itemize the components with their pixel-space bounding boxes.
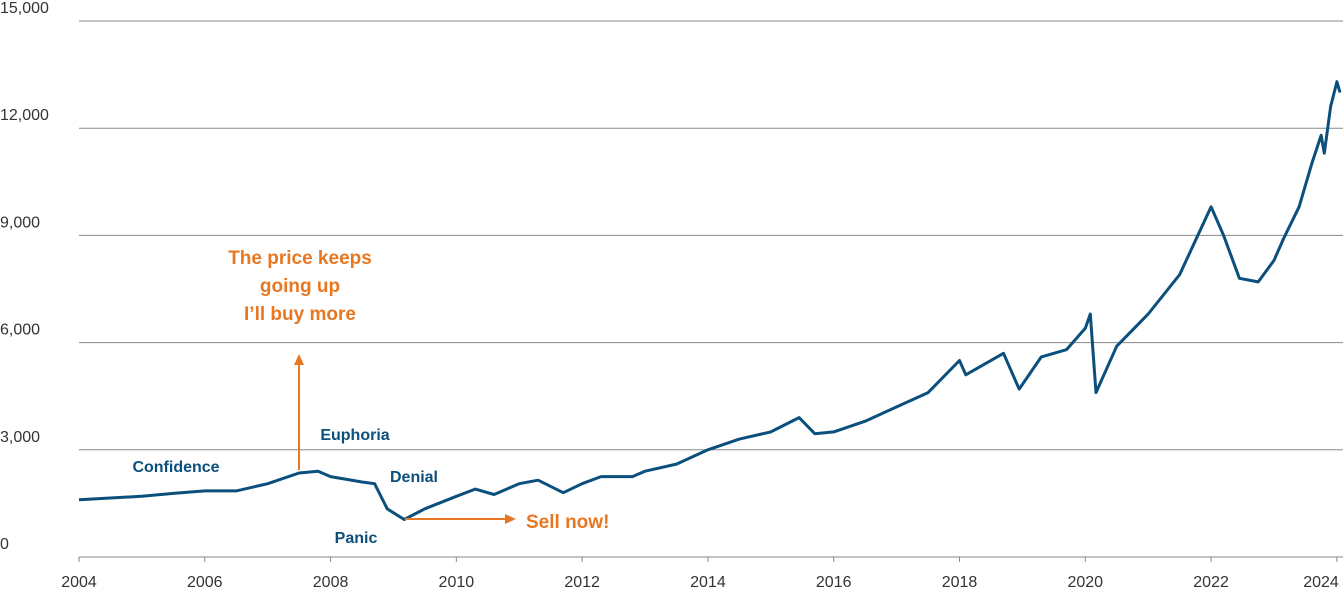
annotations: Confidence Euphoria Denial Panic The pri…: [132, 248, 609, 547]
annotation: Panic: [335, 530, 378, 547]
x-tick-label: 2004: [61, 574, 97, 590]
annotation: I’ll buy more: [244, 304, 356, 325]
y-tick-label: 6,000: [0, 322, 40, 339]
arrow-head: [294, 354, 304, 365]
x-tick-label: 2018: [942, 574, 978, 590]
y-tick-label: 3,000: [0, 429, 40, 446]
x-tick-label: 2006: [187, 574, 223, 590]
x-tick-label: 2020: [1067, 574, 1103, 590]
annotation: Confidence: [132, 459, 219, 476]
annotation: Sell now!: [526, 512, 609, 533]
x-tick-label: 2010: [439, 574, 475, 590]
arrow-head: [505, 514, 516, 524]
annotation: The price keeps: [228, 248, 372, 269]
y-tick-label: 9,000: [0, 214, 40, 231]
x-tick-label: 2012: [564, 574, 600, 590]
annotation: Euphoria: [320, 427, 389, 444]
x-tick-label: 2024: [1303, 574, 1339, 590]
y-tick-label: 0: [0, 536, 9, 553]
line-series: [78, 80, 1342, 521]
x-tick-label: 2016: [816, 574, 852, 590]
x-tick-label: 2008: [313, 574, 349, 590]
y-tick-label: 12,000: [0, 107, 49, 124]
annotation: Denial: [390, 469, 438, 486]
y-tick-label: 15,000: [0, 0, 49, 17]
x-tick-label: 2014: [690, 574, 726, 590]
annotation: going up: [260, 276, 340, 297]
x-tick-label: 2022: [1193, 574, 1229, 590]
